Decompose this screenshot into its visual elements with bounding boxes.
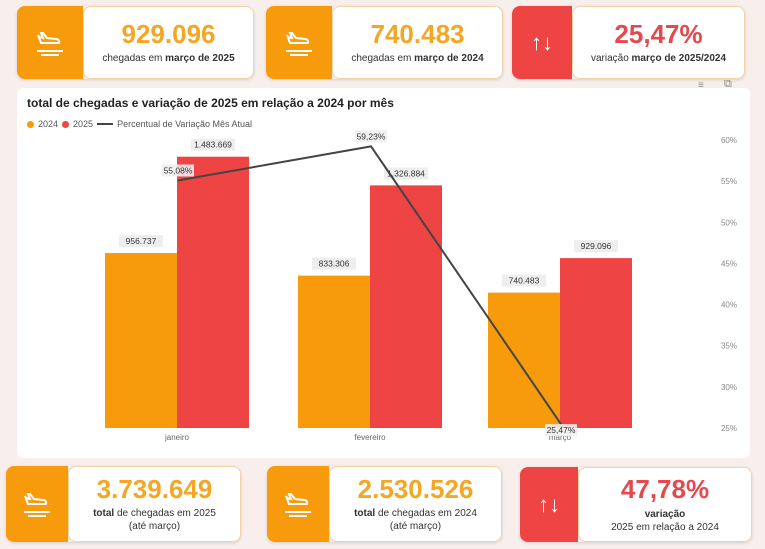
y2-tick-label: 55% [721, 177, 737, 186]
plane-landing-icon [17, 6, 83, 79]
data-label-2025: 1.326.884 [387, 168, 425, 178]
x-tick-label: janeiro [164, 433, 190, 442]
line-data-label: 55,08% [164, 165, 193, 175]
data-label-2025: 929.096 [581, 241, 612, 251]
chart-card: total de chegadas e variação de 2025 em … [17, 88, 750, 458]
legend-2025[interactable]: 2025 [73, 119, 94, 129]
bar-2025-março[interactable] [560, 258, 632, 428]
plane-landing-icon [267, 466, 329, 542]
y2-tick-label: 60% [721, 136, 737, 145]
kpi-label: chegadas em [351, 53, 415, 65]
kpi-value: 25,47% [614, 18, 703, 49]
kpi-value: 47,78% [620, 474, 710, 505]
line-data-label: 59,23% [357, 131, 386, 141]
data-label-bg [191, 138, 235, 151]
y2-tick-label: 40% [721, 301, 737, 310]
kpi-label-bold: total [93, 508, 115, 520]
kpi-label: variação [590, 53, 632, 65]
legend-line-swatch [97, 123, 114, 125]
bar-2025-janeiro[interactable] [177, 156, 249, 428]
x-tick-label: março [549, 433, 572, 442]
plane-landing-icon [266, 6, 332, 79]
data-label-bg [574, 240, 618, 253]
up-down-arrows-icon: ↑↓ [520, 467, 578, 542]
data-label-2024: 740.483 [509, 276, 540, 286]
kpi-label: de chegadas em 2025 [114, 508, 216, 520]
y2-tick-label: 25% [721, 424, 737, 433]
y2-tick-label: 45% [721, 259, 737, 268]
kpi-label-2: (até março) [128, 521, 181, 533]
kpi-label-bold: total [354, 508, 376, 520]
kpi-label: chegadas em [102, 53, 166, 65]
x-tick-label: fevereiro [354, 433, 386, 442]
kpi-label-2: (até março) [389, 521, 442, 533]
kpi-value: 740.483 [370, 18, 465, 49]
filter-icon[interactable]: ≡ [698, 80, 704, 91]
bar-2024-janeiro[interactable] [105, 253, 177, 428]
up-down-arrows-icon: ↑↓ [512, 6, 572, 79]
bar-2024-fevereiro[interactable] [298, 275, 370, 428]
plane-landing-icon [6, 466, 68, 542]
kpi-march-2024: 740.483 chegadas em março de 2024 [266, 6, 503, 79]
legend-2025-swatch [62, 120, 70, 128]
legend-line[interactable]: Percentual de Variação Mês Atual [117, 119, 252, 129]
kpi-label-bold: março de 2024 [414, 53, 484, 65]
kpi-label-bold: março de 2025/2024 [631, 53, 727, 65]
y2-tick-label: 50% [721, 218, 737, 227]
line-label-bg [162, 164, 194, 177]
kpi-value: 3.739.649 [96, 473, 213, 504]
variation-line [177, 145, 562, 425]
kpi-march-2025: 929.096 chegadas em março de 2025 [17, 6, 254, 79]
y2-tick-label: 30% [721, 383, 737, 392]
data-label-bg [119, 235, 163, 248]
kpi-total-2025: 3.739.649 total de chegadas em 2025 (até m… [6, 466, 241, 542]
data-label-2024: 833.306 [319, 259, 350, 269]
data-label-bg [384, 167, 428, 180]
y2-tick-label: 35% [721, 342, 737, 351]
kpi-total-variation: ↑↓ 47,78% variação 2025 em relação a 2024 [520, 467, 752, 542]
chart-title: total de chegadas e variação de 2025 em … [27, 96, 394, 110]
line-data-label: 25,47% [547, 425, 576, 435]
kpi-variation-march: ↑↓ 25,47% variação março de 2025/2024 [512, 6, 745, 79]
kpi-label: de chegadas em 2024 [375, 508, 477, 520]
kpi-label-bold: março de 2025 [165, 53, 235, 65]
bar-2025-fevereiro[interactable] [370, 185, 442, 428]
data-label-2024: 956.737 [126, 236, 157, 246]
chart-legend: 2024 2025 Percentual de Variação Mês Atu… [27, 119, 252, 129]
focus-mode-icon[interactable]: ⧉ [724, 78, 732, 90]
kpi-label-bold: variação [644, 508, 686, 520]
kpi-label-2: 2025 em relação a 2024 [611, 521, 719, 533]
kpi-total-2024: 2.530.526 total de chegadas em 2024 (até m… [267, 466, 502, 542]
legend-2024[interactable]: 2024 [38, 119, 59, 129]
combo-chart: 60% 55% 50% 45% 40% 35% 30% 25% janeiro 956.737 1.… [105, 130, 737, 442]
line-label-bg [355, 130, 387, 143]
data-label-bg [312, 257, 356, 270]
data-label-2025: 1.483.669 [194, 140, 232, 150]
kpi-value: 2.530.526 [357, 473, 474, 504]
kpi-value: 929.096 [121, 18, 216, 49]
data-label-bg [502, 274, 546, 287]
legend-2024-swatch [27, 120, 34, 128]
line-label-bg [545, 424, 577, 437]
